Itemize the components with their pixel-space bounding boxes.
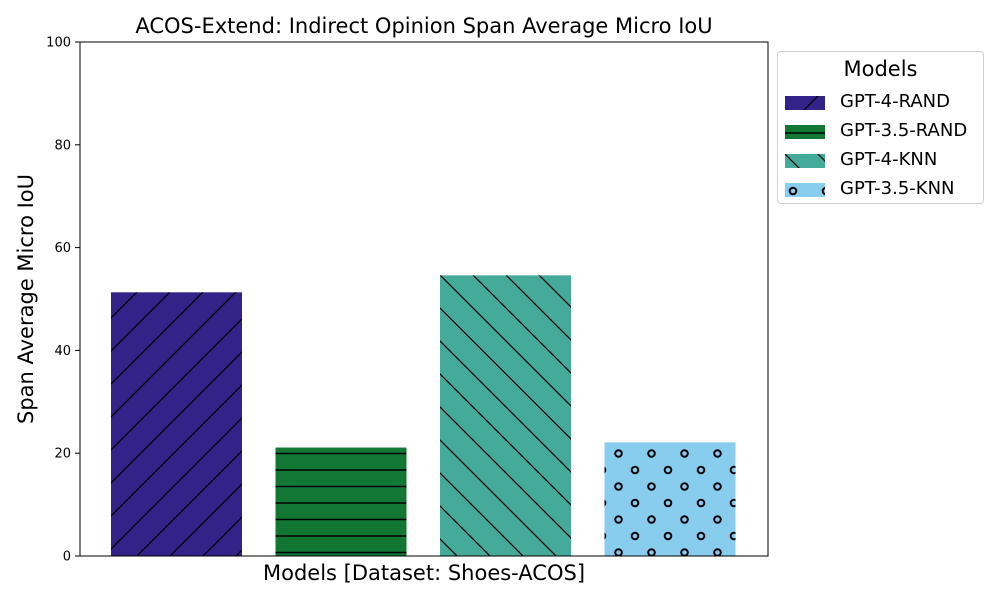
bar-hatch xyxy=(276,448,407,556)
bar-gpt-3.5-knn xyxy=(605,442,736,556)
legend-swatch xyxy=(785,96,825,110)
y-tick-label: 100 xyxy=(46,36,71,51)
legend-swatch xyxy=(785,154,825,168)
legend-label: GPT-4-KNN xyxy=(840,149,937,170)
legend-swatch xyxy=(785,183,825,197)
bar-gpt-3.5-rand xyxy=(276,448,407,556)
y-tick-label: 0 xyxy=(63,550,71,565)
legend-swatch xyxy=(785,125,825,139)
legend-label: GPT-4-RAND xyxy=(840,91,950,112)
bar-hatch xyxy=(605,442,736,556)
legend-title: Models xyxy=(778,57,983,81)
legend: Models GPT-4-RAND GPT-3.5-RAND GPT-4-KNN GP… xyxy=(777,51,984,204)
chart-title: ACOS-Extend: Indirect Opinion Span Avera… xyxy=(135,14,712,38)
bar-hatch xyxy=(440,275,571,556)
y-tick-label: 60 xyxy=(54,241,71,256)
y-tick-label: 80 xyxy=(54,138,71,153)
y-tick-label: 40 xyxy=(54,344,71,359)
legend-label: GPT-3.5-KNN xyxy=(840,178,955,199)
y-axis-label: Span Average Micro IoU xyxy=(14,174,38,424)
bar-hatch xyxy=(111,292,242,556)
bar-gpt-4-knn xyxy=(440,275,571,556)
bar-gpt-4-rand xyxy=(111,292,242,556)
legend-label: GPT-3.5-RAND xyxy=(840,120,967,141)
x-axis-label: Models [Dataset: Shoes-ACOS] xyxy=(263,561,585,585)
y-tick-label: 20 xyxy=(54,447,71,462)
